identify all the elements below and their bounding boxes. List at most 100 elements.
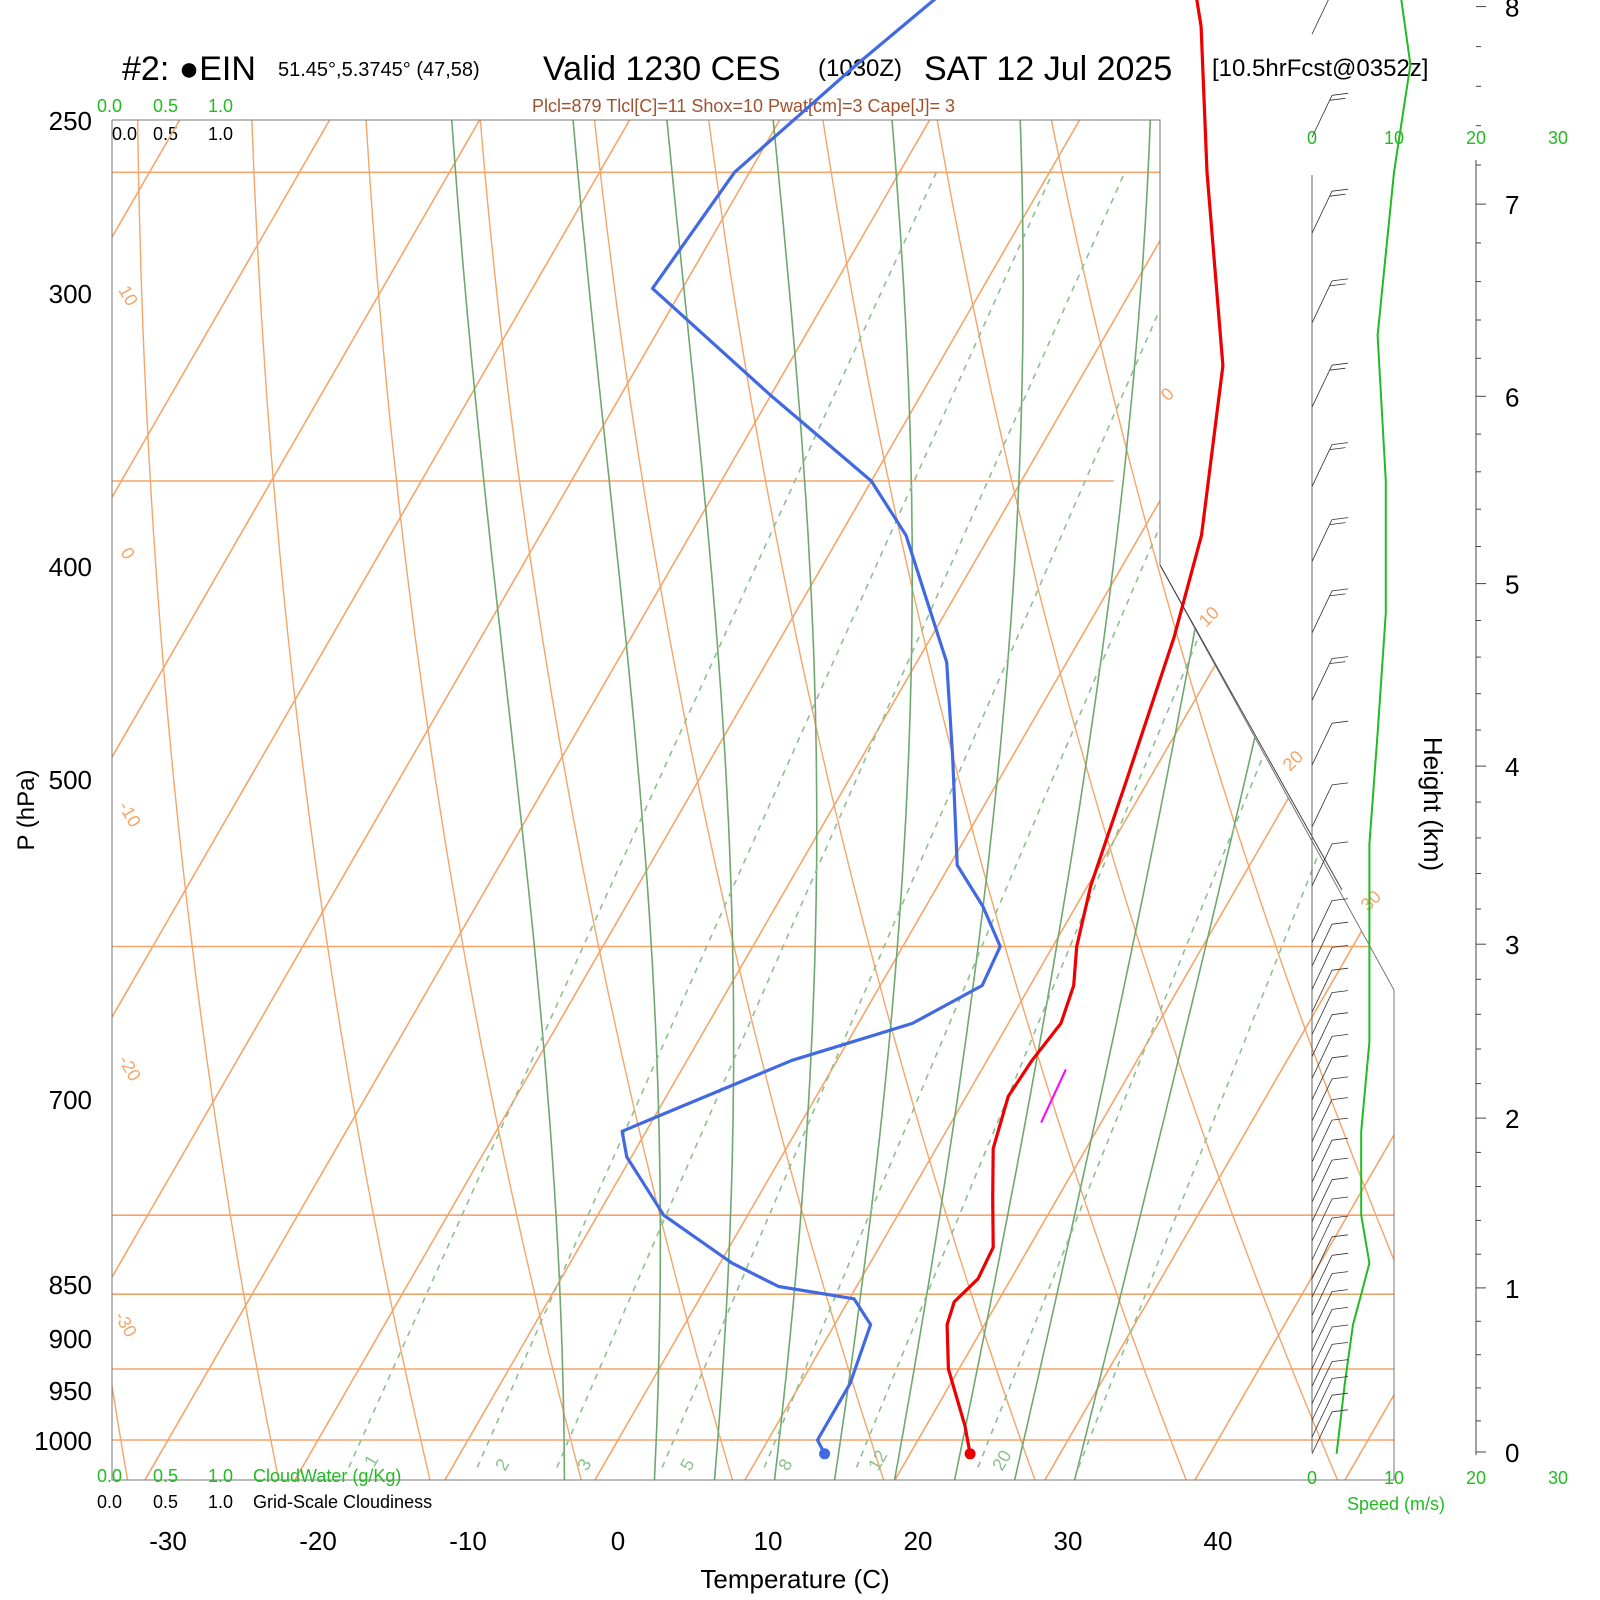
pressure-tick-label: 250	[49, 106, 92, 136]
wind-barb-flag	[1331, 1392, 1349, 1396]
moist-adiabat-line	[720, 120, 818, 1480]
wind-barb-staff	[1311, 1036, 1333, 1079]
isotherm-label: 20	[1279, 747, 1307, 775]
isotherm-label: 0	[117, 544, 139, 563]
y-axis-label: P (hPa)	[13, 770, 40, 851]
x-axis-label: Temperature (C)	[700, 1564, 889, 1594]
wind-barb-flag	[1331, 945, 1349, 948]
mixing-ratio-line	[661, 171, 1221, 1468]
wind-barb-flag	[1331, 1359, 1349, 1362]
dry-adiabat-line	[852, 120, 1339, 1480]
isotherm-line	[443, 120, 1394, 1480]
pressure-tick-label: 400	[49, 552, 92, 582]
mixing-ratio-label: 2	[491, 1455, 513, 1474]
dry-adiabat-line	[1151, 120, 1394, 1480]
wind-barb-staff	[1311, 992, 1333, 1035]
wind-barb-staff	[1311, 1361, 1333, 1404]
wind-barb-flag	[1331, 1055, 1349, 1059]
height-axis-label: Height (km)	[1418, 737, 1448, 871]
cloudwater-tick: 0.0	[97, 1466, 122, 1486]
height-tick-label: 0	[1505, 1438, 1519, 1468]
mixing-ratio-lines	[348, 171, 1394, 1468]
wind-barb-flag	[1331, 1271, 1349, 1274]
moist-adiabat-line	[893, 120, 1025, 1480]
wind-barb-flag	[1329, 283, 1346, 287]
wind-barb-flag	[1329, 447, 1346, 450]
moist-adiabat-line	[1073, 120, 1394, 1480]
wind-barb-staff	[1311, 365, 1333, 408]
pressure-tick-label: 950	[49, 1376, 92, 1406]
isotherm-label: -10	[115, 798, 145, 831]
wind-barb-flag	[1331, 1307, 1349, 1310]
cloudiness-tick: 0.0	[97, 1492, 122, 1512]
zulu-label: (1030Z)	[818, 55, 902, 82]
temperature-ticks: -30 -20 -10 0 10 20 30 40	[149, 1526, 1232, 1556]
moist-adiabat-line	[430, 120, 566, 1480]
speed-tick: 30	[1548, 128, 1568, 148]
wind-barb-flag	[1331, 1215, 1349, 1219]
wind-barb-flag	[1331, 1234, 1349, 1238]
moist-adiabat-line	[538, 120, 662, 1480]
isotherm-line	[593, 120, 1394, 1480]
speed-tick: 20	[1466, 1468, 1486, 1488]
height-tick-label: 3	[1505, 930, 1519, 960]
isotherm-label: -20	[115, 1052, 145, 1085]
wind-barb-staff	[1311, 280, 1333, 324]
wind-barb-staff	[1311, 658, 1333, 701]
temperature-surface-marker	[964, 1448, 976, 1460]
dry-adiabat-line	[1051, 120, 1394, 1480]
wind-barb-staff	[1311, 444, 1333, 487]
cloudiness-label: Grid-Scale Cloudiness	[253, 1492, 432, 1512]
isotherm-line	[112, 120, 708, 1480]
wind-barb-flag	[1331, 1196, 1349, 1200]
moist-adiabat-line	[833, 120, 914, 1480]
wind-barb-staff	[1311, 1140, 1333, 1183]
isotherm-line	[0, 0, 107, 1481]
wind-barb-flag	[1331, 588, 1349, 592]
wind-barb-flag	[1331, 1157, 1349, 1161]
dewpoint-surface-marker	[819, 1448, 831, 1460]
mixing-ratio-line	[476, 171, 1054, 1468]
speed-ticks-top: 0 10 20 30	[1307, 128, 1568, 148]
wind-barb-flag	[1331, 517, 1349, 520]
wind-barb-flag	[1329, 193, 1346, 197]
wind-barb-flag	[1329, 367, 1346, 371]
wind-barb-flag	[1331, 1012, 1349, 1016]
wind-barb-staff	[1311, 1378, 1333, 1421]
wind-barb-staff	[1311, 970, 1333, 1013]
wind-speed-panel: 0 10 20 30 0 10 20 30 Speed (m/s) Height…	[1307, 0, 1568, 1514]
wind-barbs	[1311, 0, 1412, 1454]
plot-frame	[111, 119, 1395, 1481]
dry-adiabat-line	[552, 120, 885, 1480]
isobar-lines	[112, 171, 1394, 1441]
wind-barb-staff	[1311, 947, 1333, 990]
wind-barb-flag	[1331, 1252, 1349, 1256]
height-tick-label: 6	[1505, 382, 1519, 412]
dry-adiabat-line	[453, 120, 734, 1480]
mixing-ratio-line	[348, 171, 938, 1468]
isotherm-line	[112, 120, 258, 1480]
cloudiness-tick: 0.5	[153, 1492, 178, 1512]
dewpoint-line	[620, 0, 1002, 1455]
height-ticks: 012345678910	[1476, 0, 1519, 1468]
wind-barb-staff	[1311, 1099, 1333, 1142]
dry-adiabat-line	[1451, 0, 1600, 1481]
wind-barb-flag	[1331, 1076, 1349, 1080]
isotherm-label: 10	[1195, 603, 1223, 631]
mixing-ratio-label: 5	[676, 1455, 698, 1474]
speed-tick: 30	[1548, 1468, 1568, 1488]
wind-barb-staff	[1311, 784, 1333, 828]
wind-barb-staff	[1311, 900, 1333, 943]
wind-barb-flag	[1331, 1177, 1349, 1181]
temp-tick-label: 20	[904, 1526, 933, 1556]
speed-tick: 0	[1307, 128, 1317, 148]
temp-tick-label: -20	[299, 1526, 337, 1556]
height-tick-label: 1	[1505, 1274, 1519, 1304]
temp-tick-label: 30	[1054, 1526, 1083, 1556]
wind-barb-flag	[1331, 898, 1349, 901]
sounding-series	[620, 0, 1225, 1460]
wind-barb-flag	[1329, 97, 1346, 101]
isotherm-line	[1193, 120, 1394, 1480]
wind-barb-staff	[1311, 843, 1333, 887]
temp-tick-label: -30	[149, 1526, 187, 1556]
